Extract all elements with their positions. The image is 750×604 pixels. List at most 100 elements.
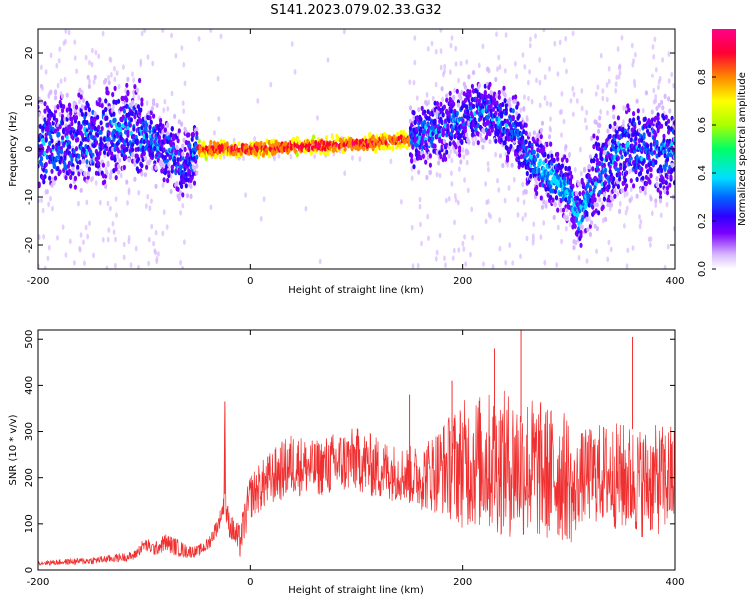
spectral-cell: [571, 86, 575, 92]
spectral-cell: [92, 79, 96, 85]
spectral-cell: [628, 168, 632, 175]
spectral-cell: [654, 115, 658, 121]
spectral-cell: [67, 102, 72, 108]
spectral-cell: [136, 156, 140, 162]
spectral-cell: [295, 152, 299, 158]
spectral-cell: [85, 178, 89, 184]
spectral-cell: [554, 185, 559, 191]
spectral-cell: [423, 109, 427, 115]
spectral-cell: [658, 198, 663, 204]
spectral-cell: [519, 154, 524, 160]
spectral-cell: [148, 128, 152, 134]
spectral-cell: [497, 89, 501, 96]
colorbar-tick-label: 0.4: [697, 165, 708, 181]
spectral-cell: [399, 129, 403, 135]
spectral-cell: [326, 57, 330, 63]
spectral-cell: [594, 153, 598, 159]
spectral-cell: [625, 205, 629, 212]
spectral-cell: [465, 59, 469, 65]
spectral-cell: [93, 116, 97, 122]
spectral-cell: [573, 223, 577, 229]
spectral-cell: [419, 154, 423, 160]
spectral-cell: [85, 199, 89, 206]
spectral-cell: [503, 68, 507, 74]
spectral-cell: [639, 170, 643, 176]
spectral-cell: [209, 204, 213, 211]
spectral-cell: [511, 114, 515, 120]
y-tick-label: 400: [24, 376, 35, 395]
spectral-cell: [439, 48, 443, 54]
spectral-cell: [447, 118, 451, 124]
spectral-cell: [76, 164, 80, 170]
spectral-cell: [612, 146, 616, 152]
spectral-cell: [602, 196, 607, 202]
spectral-cell: [87, 107, 91, 113]
spectral-cell: [169, 141, 173, 148]
spectral-cell: [157, 251, 160, 257]
spectral-cell: [427, 115, 431, 122]
spectral-cell: [375, 134, 379, 140]
spectral-cell: [143, 29, 147, 33]
spectral-cell: [81, 158, 86, 164]
spectral-cell: [45, 154, 49, 160]
spectral-cell: [114, 175, 118, 181]
spectral-cell: [525, 235, 529, 242]
spectral-cell: [143, 155, 147, 161]
spectral-cell: [655, 139, 659, 145]
colorbar-label: Normalized spectral amplitude: [737, 72, 748, 226]
spectral-cell: [619, 165, 623, 171]
spectral-cell: [488, 131, 492, 137]
spectral-cell: [597, 210, 601, 216]
x-tick-label: 200: [453, 276, 472, 287]
spectral-cell: [106, 90, 110, 96]
spectral-cell: [609, 246, 613, 253]
spectral-cell: [660, 167, 664, 174]
spectral-cell: [670, 71, 674, 78]
spectral-cell: [498, 64, 502, 70]
spectral-cell: [293, 69, 297, 75]
spectral-cell: [573, 206, 577, 212]
spectral-cell: [623, 177, 628, 183]
spectral-cell: [154, 229, 158, 236]
spectral-cell: [626, 247, 630, 254]
spectral-cell: [148, 158, 152, 164]
spectral-cell: [219, 33, 223, 40]
spectral-cell: [521, 135, 525, 141]
spectral-cell: [145, 122, 149, 128]
spectral-cell: [109, 57, 113, 63]
spectral-cell: [262, 196, 266, 202]
spectral-cell: [418, 203, 422, 210]
spectral-cell: [105, 136, 109, 142]
spectral-cell: [643, 116, 647, 122]
spectral-cell: [213, 130, 216, 136]
spectral-cell: [177, 119, 181, 125]
spectral-cell: [277, 153, 281, 159]
spectral-cell: [170, 164, 174, 170]
spectral-cell: [568, 151, 571, 158]
spectral-cell: [503, 197, 507, 204]
spectral-cell: [169, 188, 173, 195]
spectral-cell: [44, 137, 48, 143]
spectral-cell: [577, 181, 581, 187]
spectral-cell: [78, 159, 82, 165]
spectral-cell: [184, 177, 188, 183]
spectral-cell: [47, 201, 50, 208]
spectral-cell: [181, 143, 185, 149]
spectral-cell: [423, 119, 427, 125]
spectral-cell: [632, 111, 636, 117]
spectral-cell: [563, 154, 567, 160]
spectral-cell: [60, 120, 65, 126]
spectral-cell: [470, 113, 474, 119]
spectral-cell: [155, 258, 159, 265]
spectral-cell: [78, 87, 82, 93]
spectral-cell: [435, 249, 439, 256]
spectral-cell: [449, 69, 452, 75]
x-tick-label: 0: [247, 276, 253, 287]
spectral-cell: [113, 65, 116, 72]
spectral-cell: [176, 186, 180, 192]
x-tick-label: -200: [27, 577, 50, 588]
spectral-cell: [106, 236, 110, 243]
snr-marks: [38, 330, 675, 567]
spectral-cell: [192, 180, 197, 186]
spectral-cell: [122, 108, 126, 114]
